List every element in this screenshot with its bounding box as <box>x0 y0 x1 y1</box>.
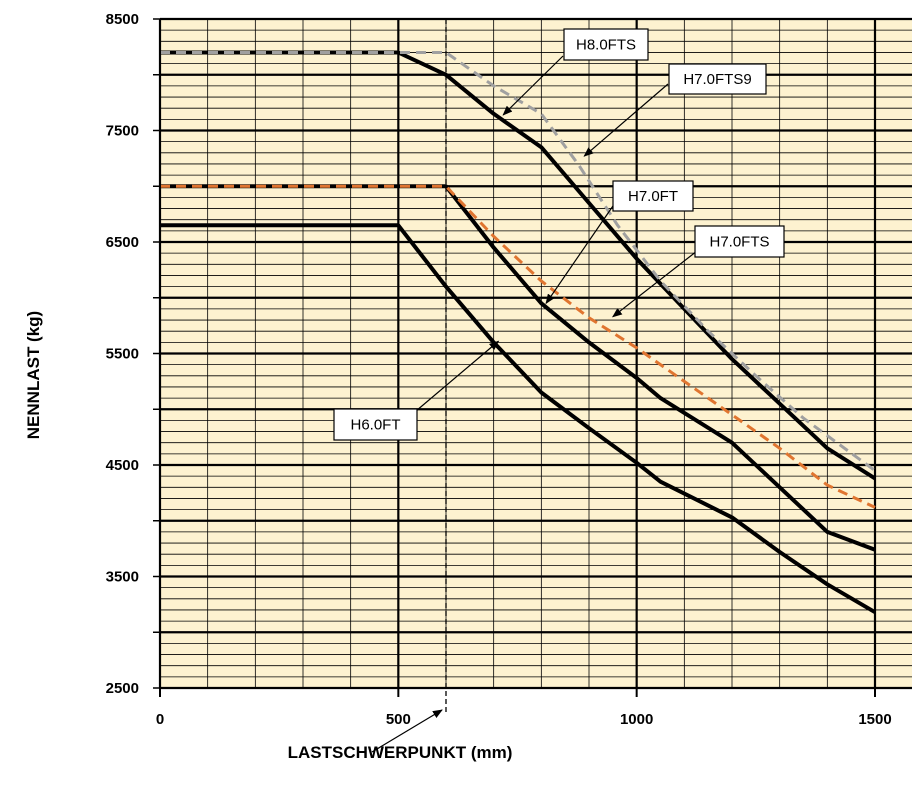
series-layer <box>160 50 877 614</box>
callout-arrow <box>583 83 669 157</box>
y-tick-label: 5500 <box>106 346 139 363</box>
callout-arrow <box>545 202 616 305</box>
callout-box <box>668 63 767 95</box>
y-tick-label: 7500 <box>106 123 139 140</box>
callout-box <box>333 408 418 441</box>
callout-label: H7.0FT <box>628 188 678 205</box>
callout-label: H7.0FTS <box>709 234 769 251</box>
callout-label: H7.0FTS9 <box>683 71 751 88</box>
series-line-h7-0ft <box>160 184 876 552</box>
y-tick-label: 8500 <box>106 11 139 28</box>
callout-arrow <box>612 250 698 318</box>
x-tick-labels: 0 500 1000 1500 <box>156 711 892 728</box>
callout-label: H8.0FTS <box>576 37 636 54</box>
reference-arrow <box>371 709 443 753</box>
series-line-h8-0fts <box>160 50 877 481</box>
y-axis-title: NENNLAST (kg) <box>24 311 43 439</box>
y-tick-label: 6500 <box>106 234 139 251</box>
series-line-h6-0ft <box>160 223 877 614</box>
axes <box>153 18 912 697</box>
callout-box <box>612 180 694 212</box>
callout-box <box>694 225 785 258</box>
y-tick-label: 3500 <box>106 569 139 586</box>
y-tick-label: 4500 <box>106 457 139 474</box>
y-tick-labels: 2500 3500 4500 5500 6500 7500 8500 <box>106 11 139 697</box>
x-axis-title: LASTSCHWERPUNKT (mm) <box>288 743 513 762</box>
x-tick-label: 500 <box>386 711 411 728</box>
series-line-h7-0fts <box>160 184 876 509</box>
callout-arrow <box>415 340 500 412</box>
x-tick-label: 1500 <box>858 711 891 728</box>
callout-box <box>563 28 649 61</box>
x-tick-label: 1000 <box>620 711 653 728</box>
series-line-h7-0fts9 <box>160 51 876 472</box>
callout-arrow <box>502 55 564 116</box>
x-tick-label: 0 <box>156 711 164 728</box>
callouts: H8.0FTS H7.0FTS9 H7.0FT H7.0FTS H6.0FT <box>333 28 785 753</box>
y-tick-label: 2500 <box>106 680 139 697</box>
callout-label: H6.0FT <box>350 417 400 434</box>
